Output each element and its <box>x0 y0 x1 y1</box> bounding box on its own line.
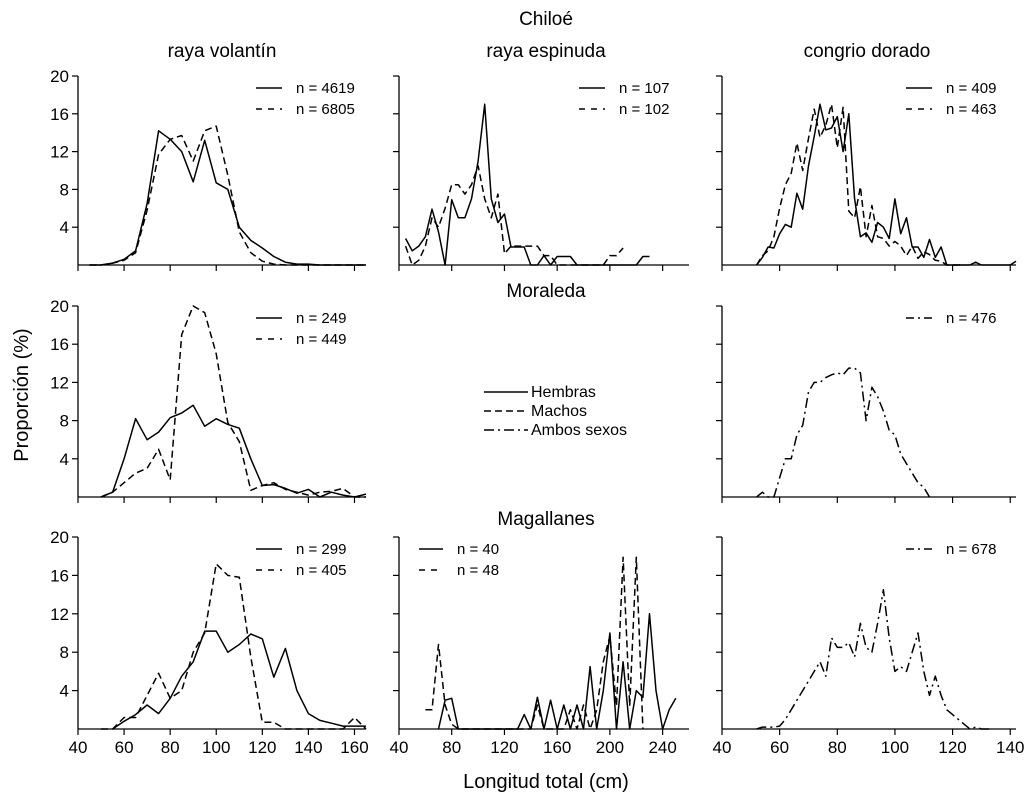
x-tick-label: 100 <box>881 738 909 757</box>
series-line-solid <box>112 630 366 730</box>
series-line-dashed <box>100 305 366 498</box>
panel-moraleda-congrio-dorado: n = 476 <box>716 305 1016 503</box>
x-tick-label: 80 <box>442 738 461 757</box>
series-line-solid <box>437 613 677 730</box>
x-tick-label: 120 <box>938 738 966 757</box>
x-tick-label: 160 <box>340 738 368 757</box>
style-legend: Hembras Machos Ambos sexos <box>484 384 627 439</box>
panel-chiloe-congrio-dorado: n = 409 n = 463 <box>716 75 1017 271</box>
region-label-chiloe: Chiloé <box>519 9 573 30</box>
series-line-dashed <box>404 165 624 266</box>
x-tick-label: 140 <box>996 738 1024 757</box>
y-tick-label: 8 <box>60 180 69 199</box>
n-legend-label: n = 4619 <box>296 80 355 97</box>
panel-moraleda-raya-volantin: 4 8 12 16 20 n = 249 n = 449 <box>50 297 367 503</box>
y-tick-label: 8 <box>60 643 69 662</box>
column-label-raya-volantin: raya volantín <box>168 41 277 62</box>
y-tick-label: 12 <box>50 605 69 624</box>
x-tick-label: 40 <box>390 738 409 757</box>
n-legend-label: n = 107 <box>619 80 669 97</box>
y-tick-label: 4 <box>60 218 69 237</box>
series-line-dashed <box>755 103 965 266</box>
y-tick-label: 12 <box>50 143 69 162</box>
x-tick-label: 160 <box>543 738 571 757</box>
n-legend-label: n = 48 <box>457 562 499 579</box>
panel-magallanes-raya-espinuda: 40 80 120 160 200 240 n = 40 n = 48 <box>390 536 689 757</box>
x-tick-label: 40 <box>713 738 732 757</box>
column-label-raya-espinuda: raya espinuda <box>486 41 606 62</box>
x-tick-label: 120 <box>248 738 276 757</box>
x-tick-label: 240 <box>648 738 676 757</box>
series-line-solid <box>100 404 367 498</box>
x-tick-label: 60 <box>115 738 134 757</box>
n-legend-label: n = 249 <box>296 310 346 327</box>
series-line-solid <box>756 103 1017 266</box>
region-label-magallanes: Magallanes <box>497 509 594 530</box>
y-tick-label: 20 <box>50 297 69 316</box>
y-tick-label: 4 <box>60 682 69 701</box>
y-tick-label: 16 <box>50 105 69 124</box>
legend-label-hembras: Hembras <box>531 384 596 401</box>
series-line-dashdot <box>756 367 931 498</box>
n-legend-label: n = 405 <box>296 562 346 579</box>
y-tick-label: 8 <box>60 412 69 431</box>
n-legend-label: n = 102 <box>619 101 669 118</box>
series-line-dashed <box>425 556 644 730</box>
y-tick-label: 16 <box>50 335 69 354</box>
n-legend-label: n = 476 <box>946 310 996 327</box>
n-legend-label: n = 463 <box>946 101 996 118</box>
region-label-moraleda: Moraleda <box>506 281 586 302</box>
legend-label-ambos-sexos: Ambos sexos <box>531 422 627 439</box>
y-tick-label: 20 <box>50 67 69 86</box>
n-legend-label: n = 449 <box>296 331 346 348</box>
x-tick-label: 100 <box>202 738 230 757</box>
x-tick-label: 80 <box>828 738 847 757</box>
n-legend-label: n = 678 <box>946 541 996 558</box>
x-tick-label: 200 <box>596 738 624 757</box>
column-label-congrio-dorado: congrio dorado <box>804 41 931 62</box>
legend-label-machos: Machos <box>531 403 587 420</box>
x-axis-label: Longitud total (cm) <box>463 771 629 793</box>
series-line-dashed <box>89 125 366 266</box>
series-line-dashdot <box>756 589 993 730</box>
x-tick-label: 120 <box>490 738 518 757</box>
x-tick-label: 40 <box>69 738 88 757</box>
series-line-solid <box>404 103 650 266</box>
y-tick-label: 12 <box>50 373 69 392</box>
series-line-dashed <box>101 563 367 730</box>
n-legend-label: n = 40 <box>457 541 499 558</box>
panel-magallanes-congrio-dorado: 40 60 80 100 120 140 n = 678 <box>713 536 1024 757</box>
panel-chiloe-raya-espinuda: n = 107 n = 102 <box>393 75 689 271</box>
panel-chiloe-raya-volantin: 4 8 12 16 20 n = 4619 n = 6805 <box>50 67 366 271</box>
n-legend-label: n = 299 <box>296 541 346 558</box>
y-axis-label: Proporción (%) <box>11 328 33 461</box>
y-tick-label: 16 <box>50 566 69 585</box>
panel-magallanes-raya-volantin: 4 8 12 16 20 40 60 80 100 120 140 160 n = 299 n = 405 <box>50 528 369 757</box>
series-line-solid <box>89 130 366 266</box>
x-tick-label: 60 <box>770 738 789 757</box>
n-legend-label: n = 6805 <box>296 101 355 118</box>
y-tick-label: 4 <box>60 450 69 469</box>
n-legend-label: n = 409 <box>946 80 996 97</box>
x-tick-label: 140 <box>294 738 322 757</box>
x-tick-label: 80 <box>161 738 180 757</box>
y-tick-label: 20 <box>50 528 69 547</box>
